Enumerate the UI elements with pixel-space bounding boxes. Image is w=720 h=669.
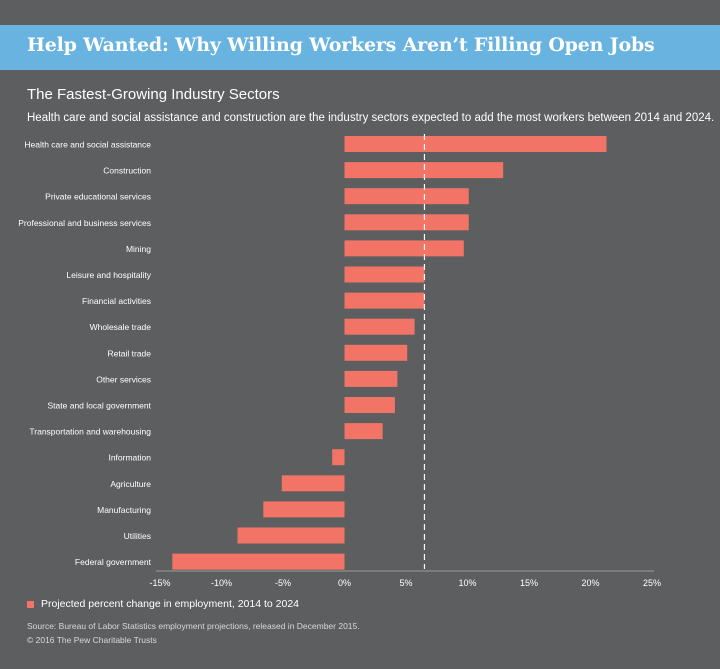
- category-label: Manufacturing: [97, 505, 151, 515]
- category-label: Utilities: [124, 531, 151, 541]
- category-label: Agriculture: [110, 479, 151, 489]
- x-tick-label: 15%: [520, 578, 538, 588]
- bar: [344, 240, 464, 257]
- header-banner: Help Wanted: Why Willing Workers Aren’t …: [0, 25, 720, 70]
- bar: [332, 449, 345, 466]
- bar: [263, 501, 345, 518]
- x-tick-label: -5%: [275, 578, 291, 588]
- category-label: Leisure and hospitality: [66, 270, 151, 280]
- bar: [281, 475, 345, 492]
- x-tick-label: -10%: [211, 578, 232, 588]
- category-label: Mining: [126, 244, 151, 254]
- category-label: Retail trade: [108, 348, 152, 358]
- bar: [172, 553, 345, 570]
- bar: [344, 214, 469, 231]
- x-tick-label: 10%: [458, 578, 476, 588]
- category-label: Financial activities: [82, 296, 151, 306]
- page-title: Help Wanted: Why Willing Workers Aren’t …: [27, 34, 655, 56]
- category-label: Wholesale trade: [90, 322, 152, 332]
- category-label: Health care and social assistance: [24, 140, 151, 150]
- category-label: Information: [108, 453, 151, 463]
- bar: [344, 292, 425, 309]
- x-tick-label: 25%: [643, 578, 661, 588]
- category-label: Professional and business services: [18, 218, 151, 228]
- category-label: Federal government: [75, 557, 152, 567]
- bar: [344, 162, 504, 179]
- bar: [344, 136, 607, 152]
- category-label: Other services: [96, 374, 151, 384]
- legend-swatch: [27, 600, 34, 608]
- category-label: Private educational services: [45, 192, 151, 202]
- legend-label: Projected percent change in employment, …: [41, 598, 300, 610]
- bar: [344, 423, 383, 440]
- x-tick-label: 0%: [338, 578, 351, 588]
- x-tick-label: 20%: [581, 578, 599, 588]
- copyright-note: © 2016 The Pew Charitable Trusts: [27, 635, 157, 645]
- bar: [344, 188, 469, 205]
- bar: [344, 266, 425, 283]
- category-label: State and local government: [48, 401, 152, 411]
- bar: [344, 344, 408, 361]
- category-label: Transportation and warehousing: [29, 427, 151, 437]
- x-tick-label: 5%: [399, 578, 412, 588]
- bar-chart: Health care and social assistance Constru…: [18, 134, 661, 588]
- source-note: Source: Bureau of Labor Statistics emplo…: [27, 621, 360, 631]
- chart-subtitle: Health care and social assistance and co…: [27, 112, 715, 124]
- bar: [344, 397, 395, 413]
- bar: [344, 370, 398, 387]
- bar: [237, 527, 345, 544]
- bar: [344, 318, 415, 335]
- chart-legend: Projected percent change in employment, …: [27, 598, 299, 610]
- x-tick-label: -15%: [149, 578, 170, 588]
- chart-title: The Fastest-Growing Industry Sectors: [27, 86, 280, 103]
- category-label: Construction: [103, 166, 151, 176]
